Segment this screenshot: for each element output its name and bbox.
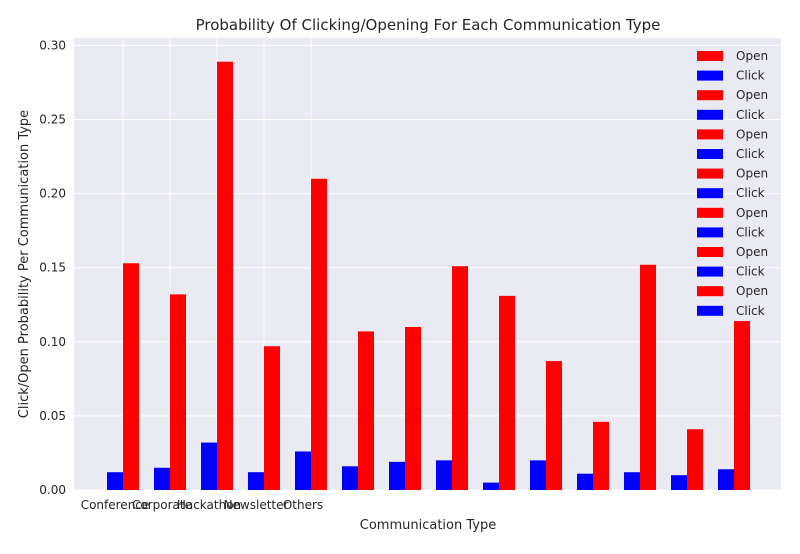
legend-label: Click: [736, 265, 765, 279]
bar-click: [577, 473, 593, 490]
y-tick-label: 0.00: [39, 483, 66, 497]
bar-open: [264, 346, 280, 490]
legend-label: Click: [736, 304, 765, 318]
legend-swatch: [697, 168, 723, 179]
bar-click: [389, 461, 405, 490]
y-tick-label: 0.05: [39, 409, 66, 423]
legend-swatch: [697, 207, 723, 218]
legend-label: Open: [736, 127, 768, 141]
y-tick-label: 0.15: [39, 261, 66, 275]
legend-swatch: [697, 51, 723, 61]
legend-swatch: [697, 227, 723, 238]
bar-click: [201, 442, 217, 490]
bar-click: [295, 451, 311, 490]
y-tick-label: 0.30: [39, 38, 66, 52]
legend-label: Open: [736, 167, 768, 181]
bars: [107, 61, 750, 491]
legend-swatch: [697, 149, 723, 159]
bar-open: [358, 331, 374, 490]
legend-swatch: [697, 247, 723, 257]
x-axis-label: Communication Type: [360, 518, 496, 533]
bar-click: [671, 475, 687, 490]
legend-swatch: [697, 286, 723, 297]
y-tick-label: 0.10: [39, 335, 66, 349]
legend-label: Open: [736, 245, 768, 259]
legend-swatch: [697, 90, 723, 101]
bar-click: [483, 482, 499, 490]
bar-open: [452, 266, 468, 490]
bar-click: [107, 472, 123, 490]
x-tick-label: Conference: [81, 498, 150, 512]
x-tick-label: Newsletter: [224, 498, 289, 512]
bar-open: [217, 61, 233, 490]
bar-click: [530, 460, 546, 490]
x-axis: ConferenceCorporateHackathonNewsletterOt…: [81, 498, 323, 512]
bar-open: [593, 421, 609, 490]
legend-label: Open: [736, 284, 768, 298]
bar-open: [640, 264, 656, 490]
bar-click: [154, 467, 170, 490]
y-tick-label: 0.25: [39, 113, 66, 127]
legend-label: Open: [736, 88, 768, 102]
legend-label: Click: [736, 147, 765, 161]
y-tick-label: 0.20: [39, 187, 66, 201]
legend-label: Open: [736, 49, 768, 63]
legend-swatch: [697, 188, 723, 199]
bar-open: [499, 295, 515, 490]
legend-label: Open: [736, 206, 768, 220]
legend-label: Click: [736, 108, 765, 122]
chart-title: Probability Of Clicking/Opening For Each…: [196, 16, 661, 34]
legend-swatch: [697, 266, 723, 277]
legend-label: Click: [736, 225, 765, 239]
bar-click: [436, 460, 452, 490]
bar-open: [734, 321, 750, 490]
bar-click: [624, 472, 640, 490]
bar-open: [170, 294, 186, 490]
plot-background: [74, 38, 781, 490]
x-tick-label: Hackathon: [177, 498, 241, 512]
legend-swatch: [697, 129, 723, 140]
legend-swatch: [697, 70, 723, 81]
x-tick-label: Others: [283, 498, 323, 512]
x-tick-label: Corporate: [132, 498, 192, 512]
legend-label: Click: [736, 186, 765, 200]
bar-open: [687, 429, 703, 490]
bar-click: [248, 472, 264, 490]
legend: Open Click Open Click Open Click Open Click Open…: [697, 49, 768, 318]
legend-swatch: [697, 109, 723, 120]
bar-open: [311, 178, 327, 491]
bar-click: [342, 466, 358, 490]
bar-click: [718, 469, 734, 490]
y-axis-label: Click/Open Probability Per Communication…: [17, 110, 32, 418]
bar-open: [546, 361, 562, 490]
bar-open: [123, 263, 139, 490]
bar-open: [405, 326, 421, 490]
y-axis: 0.00 0.05 0.10 0.15 0.20 0.25 0.30: [39, 38, 66, 497]
legend-label: Click: [736, 69, 765, 83]
legend-swatch: [697, 305, 723, 316]
